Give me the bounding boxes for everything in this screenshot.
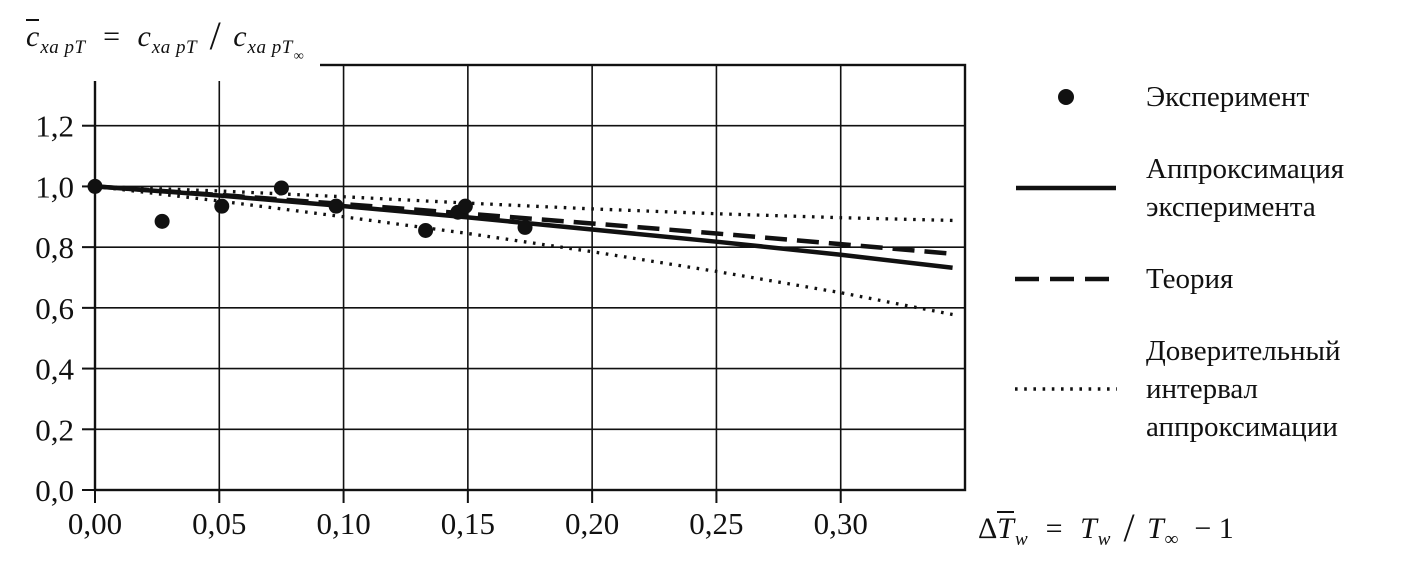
- infinity-symbol: ∞: [293, 49, 305, 64]
- y-tick-label: 0,6: [35, 291, 74, 326]
- tw-subscript: w: [1097, 529, 1111, 550]
- y-tick-label: 0,4: [35, 352, 74, 387]
- c-symbol: c: [137, 20, 151, 53]
- data-point: [418, 222, 434, 238]
- legend-label-theory: Теория: [1146, 263, 1234, 295]
- legend-item-theory: Теория: [1002, 260, 1416, 298]
- data-point: [214, 198, 230, 214]
- legend: Эксперимент Аппроксимация эксперимента Т…: [1002, 78, 1416, 446]
- legend-item-confidence: Доверительный интервал аппроксимации: [1002, 332, 1416, 446]
- data-point: [517, 219, 533, 235]
- data-point: [87, 178, 103, 194]
- divide-sign: /: [209, 13, 221, 58]
- tinf-symbol: T: [1147, 512, 1164, 545]
- x-tick-label: 0,20: [565, 506, 619, 541]
- data-point: [328, 198, 344, 214]
- minus-one: − 1: [1194, 512, 1234, 545]
- c-inf-subscript: xa pT∞: [247, 37, 305, 64]
- legend-item-approximation: Аппроксимация эксперимента: [1002, 150, 1416, 226]
- legend-item-experiment: Эксперимент: [1002, 78, 1416, 116]
- tinf-subscript: ∞: [1164, 529, 1179, 550]
- divide-sign: /: [1123, 505, 1135, 550]
- x-tick-label: 0,00: [68, 506, 122, 541]
- x-axis-formula: ΔTw = Tw / T∞ − 1: [972, 502, 1240, 553]
- y-tick-label: 1,2: [35, 109, 74, 144]
- equals-sign: =: [1045, 512, 1063, 545]
- y-tick-label: 0,8: [35, 230, 74, 265]
- x-tick-label: 0,15: [441, 506, 495, 541]
- delta-symbol: Δ: [978, 512, 998, 545]
- c-inf-symbol: c: [233, 20, 247, 53]
- dashed-line-icon: [1002, 261, 1130, 297]
- data-point: [457, 198, 473, 214]
- legend-label-confidence: Доверительный интервал аппроксимации: [1146, 335, 1341, 443]
- y-tick-label: 0,0: [35, 473, 74, 508]
- x-tick-label: 0,30: [814, 506, 868, 541]
- dotted-line-icon: [1002, 371, 1130, 407]
- solid-line-icon: [1002, 170, 1130, 206]
- x-tick-label: 0,05: [192, 506, 246, 541]
- y-tick-label: 0,2: [35, 412, 74, 447]
- y-tick-label: 1,0: [35, 169, 74, 204]
- t-bar-symbol: T: [997, 511, 1014, 545]
- equals-sign: =: [103, 20, 120, 53]
- data-point: [154, 213, 170, 229]
- experiment-dot-icon: [1002, 79, 1130, 115]
- c-subscript: xa pT: [151, 37, 198, 58]
- plot-border: [93, 63, 967, 492]
- legend-label-experiment: Эксперимент: [1146, 81, 1310, 113]
- y-axis-formula: cxa pT = cxa pT / cxa pT∞: [16, 6, 321, 81]
- legend-label-approximation: Аппроксимация эксперимента: [1146, 153, 1345, 223]
- t-bar-subscript: w: [1014, 529, 1029, 550]
- c-bar-subscript: xa pT: [40, 37, 86, 58]
- c-bar-symbol: c: [26, 19, 40, 53]
- x-tick-label: 0,10: [316, 506, 370, 541]
- data-point: [273, 180, 289, 196]
- tw-symbol: T: [1080, 512, 1097, 545]
- x-tick-label: 0,25: [689, 506, 743, 541]
